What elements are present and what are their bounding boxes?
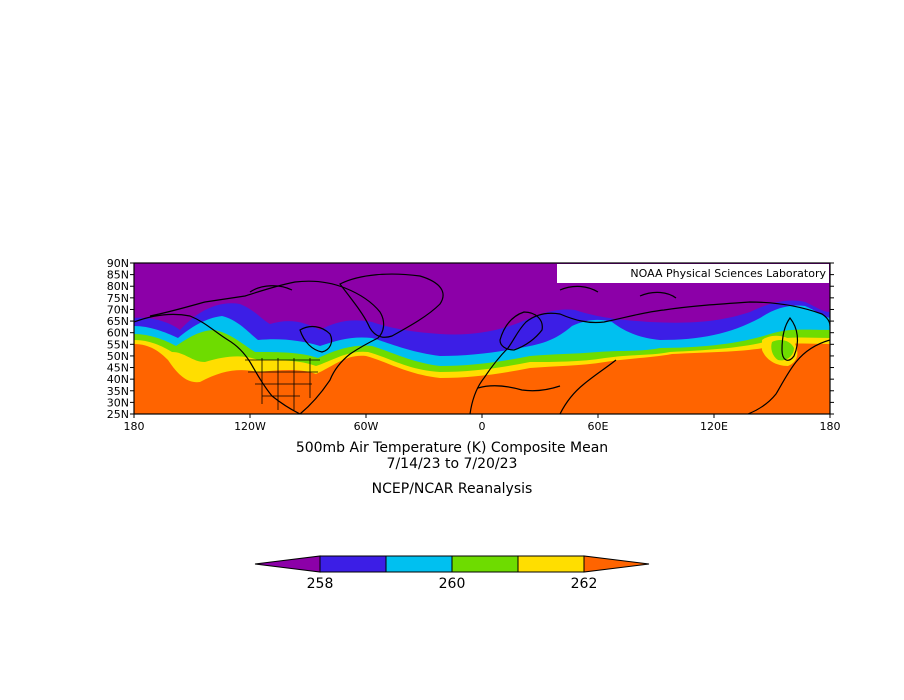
band-orange — [134, 343, 830, 414]
coastline-greenland — [339, 273, 444, 338]
lat-tick-label: 75N — [107, 292, 129, 305]
longitude-axis: 180 120W 60W 0 60E 120E 180 — [124, 414, 841, 433]
colorbar-swatch — [451, 555, 519, 573]
lat-tick-label: 25N — [107, 408, 129, 421]
map-title: 500mb Air Temperature (K) Composite Mean — [295, 440, 609, 456]
coastlines — [134, 273, 830, 414]
latitude-axis: 90N85N80N75N70N65N60N55N50N45N40N35N30N2… — [107, 257, 834, 421]
colorbar-labels: 258 260 262 — [307, 576, 598, 592]
colorbar-high-arrow — [583, 555, 650, 573]
colorbar-low-arrow — [254, 555, 321, 573]
lat-tick-label: 30N — [107, 396, 129, 409]
lon-tick-label: 60W — [354, 420, 379, 433]
coastline-arctic-islands — [249, 285, 677, 299]
lat-tick-label: 80N — [107, 280, 129, 293]
colorbar-swatch — [517, 555, 585, 573]
colorbar-label: 258 — [307, 576, 334, 592]
lat-tick-label: 35N — [107, 385, 129, 398]
coastline-scandinavia — [499, 311, 543, 351]
coastline-kamchatka — [781, 317, 799, 361]
lon-tick-label: 60E — [588, 420, 609, 433]
lon-tick-label: 120E — [700, 420, 728, 433]
colorbar-label: 262 — [571, 576, 598, 592]
lat-tick-label: 85N — [107, 269, 129, 282]
coastline-north-america — [134, 280, 385, 414]
map-date-range: 7/14/23 to 7/20/23 — [386, 456, 518, 472]
map-source: NCEP/NCAR Reanalysis — [371, 481, 533, 497]
lat-tick-label: 70N — [107, 303, 129, 316]
colorbar-swatch — [319, 555, 387, 573]
siberia-green-pocket — [771, 340, 794, 361]
lon-tick-label: 180 — [820, 420, 841, 433]
coastline-hudson-bay — [299, 325, 333, 353]
lat-tick-label: 60N — [107, 327, 129, 340]
colorbar-swatch — [385, 555, 453, 573]
lat-tick-label: 40N — [107, 373, 129, 386]
credit-label: NOAA Physical Sciences Laboratory — [630, 267, 826, 280]
coastline-eurasia — [469, 301, 830, 414]
coastline-mediterranean — [477, 385, 561, 392]
lat-tick-label: 90N — [107, 257, 129, 270]
lat-tick-label: 65N — [107, 315, 129, 328]
temperature-field — [134, 263, 830, 414]
lon-tick-label: 120W — [234, 420, 266, 433]
lat-tick-label: 50N — [107, 350, 129, 363]
us-state-lines — [245, 358, 320, 410]
lon-tick-label: 180 — [124, 420, 145, 433]
lon-tick-label: 0 — [479, 420, 486, 433]
lat-tick-label: 55N — [107, 338, 129, 351]
lat-tick-label: 45N — [107, 362, 129, 375]
colorbar-swatches — [254, 555, 650, 573]
colorbar-label: 260 — [439, 576, 466, 592]
credit-box — [557, 264, 829, 283]
